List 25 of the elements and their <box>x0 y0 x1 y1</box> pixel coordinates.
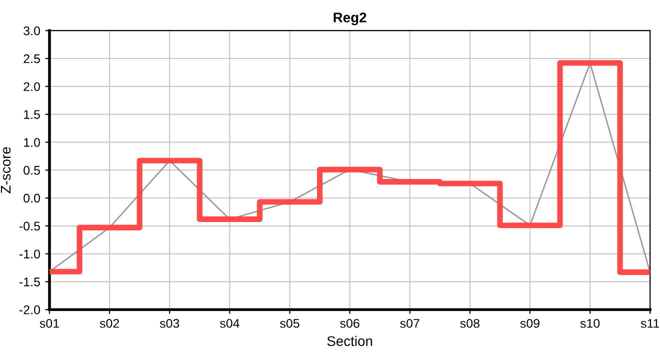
y-tick-label: -2.0 <box>19 305 40 314</box>
x-tick-label: s09 <box>520 318 540 328</box>
y-tick-label: 3.0 <box>24 26 40 36</box>
x-tick-label: s01 <box>40 318 59 328</box>
x-tick-label: s02 <box>100 318 120 328</box>
y-axis-title: Z-score <box>0 147 11 194</box>
x-tick-label: s08 <box>460 318 480 328</box>
y-tick-label: 2.0 <box>24 82 40 92</box>
y-tick-label: -0.5 <box>19 222 40 231</box>
chart-title: Reg2 <box>334 12 366 26</box>
y-tick-label: 1.5 <box>24 110 40 119</box>
x-tick-label: s05 <box>280 318 300 328</box>
x-tick-label: s04 <box>220 318 240 328</box>
x-tick-label: s07 <box>400 318 420 328</box>
y-tick-label: -1.5 <box>19 278 40 286</box>
x-axis-title: Section <box>327 336 372 346</box>
y-tick-label: 2.5 <box>24 54 40 64</box>
y-tick-label: 0.0 <box>24 194 40 203</box>
x-tick-label: s11 <box>640 319 660 328</box>
y-tick-label: 1.0 <box>24 138 40 147</box>
x-tick-label: s10 <box>580 318 600 328</box>
y-tick-label: 0.5 <box>24 166 40 175</box>
y-tick-label: -1.0 <box>19 250 40 258</box>
x-tick-label: s06 <box>340 318 360 328</box>
x-tick-label: s03 <box>160 318 180 328</box>
